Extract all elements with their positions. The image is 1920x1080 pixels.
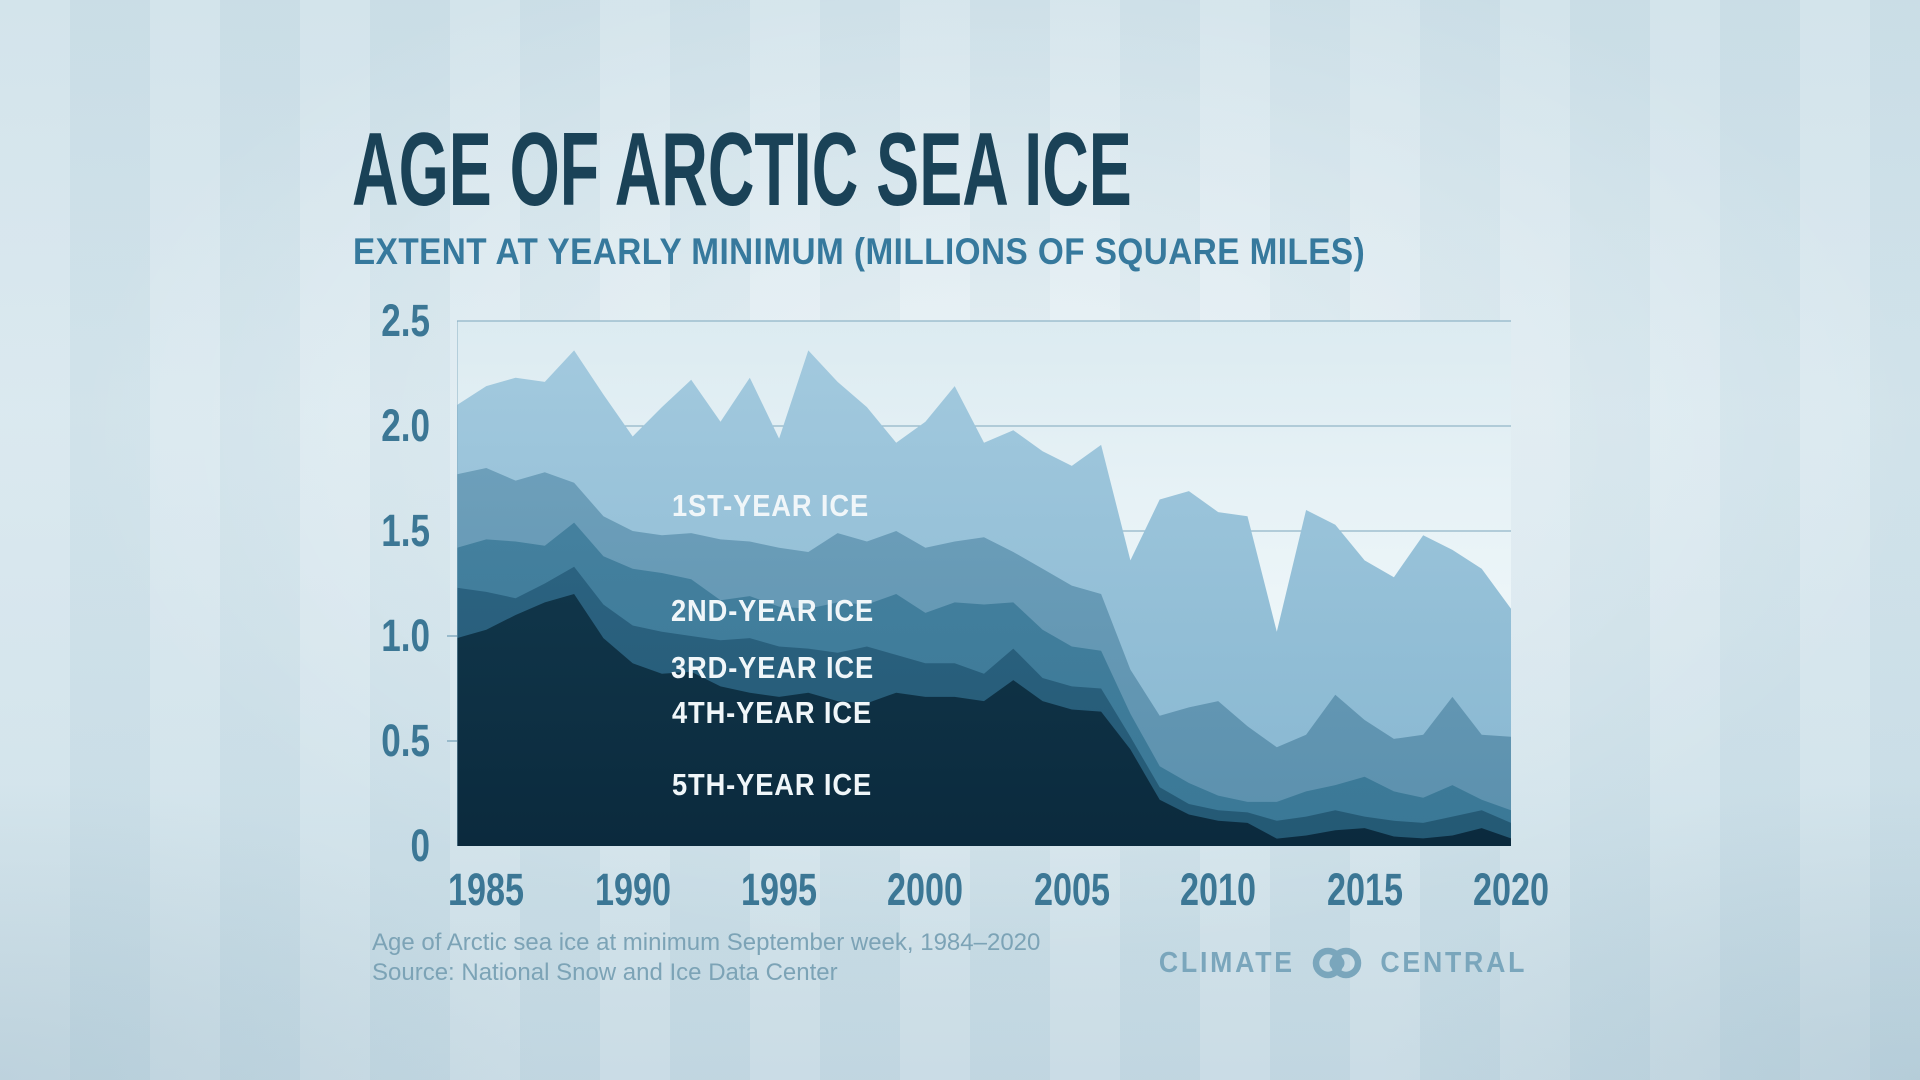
x-tick-label: 2005 [1033,864,1110,915]
stacked-area-chart [447,320,1511,846]
logo-word-central: CENTRAL [1380,947,1528,979]
x-tick-label: 2000 [887,864,964,915]
series-label-2nd-year-ice: 2ND-YEAR ICE [671,593,875,628]
caption-text: Age of Arctic sea ice at minimum Septemb… [372,929,1041,956]
y-tick-label: 0 [410,820,430,871]
logo-word-climate: CLIMATE [1158,947,1295,979]
x-tick-label: 1985 [448,864,525,915]
series-label-1st-year-ice: 1ST-YEAR ICE [672,488,870,523]
series-label-3rd-year-ice: 3RD-YEAR ICE [671,650,875,685]
y-tick-label: 1.5 [381,505,430,556]
x-tick-label: 2015 [1326,864,1403,915]
source-text: Source: National Snow and Ice Data Cente… [372,959,838,986]
area-band-5th-year-ice [457,594,1511,846]
y-tick-label: 0.5 [381,715,430,766]
x-tick-label: 1990 [594,864,671,915]
y-tick-label: 2.5 [381,295,430,346]
y-tick-label: 2.0 [381,400,430,451]
interlocked-rings-icon [1313,947,1362,979]
x-tick-label: 2020 [1472,864,1550,915]
series-label-5th-year-ice: 5TH-YEAR ICE [672,767,873,802]
y-tick-label: 1.0 [381,610,430,661]
area-series-layer [457,350,1511,846]
x-tick-label: 2010 [1180,864,1257,915]
climate-central-logo: CLIMATE CENTRAL [1153,944,1534,982]
series-label-4th-year-ice: 4TH-YEAR ICE [672,695,873,730]
x-tick-label: 1995 [740,864,818,915]
page-title: AGE OF ARCTIC SEA ICE [352,112,1132,228]
page-subtitle: EXTENT AT YEARLY MINIMUM (MILLIONS OF SQ… [353,231,1366,272]
